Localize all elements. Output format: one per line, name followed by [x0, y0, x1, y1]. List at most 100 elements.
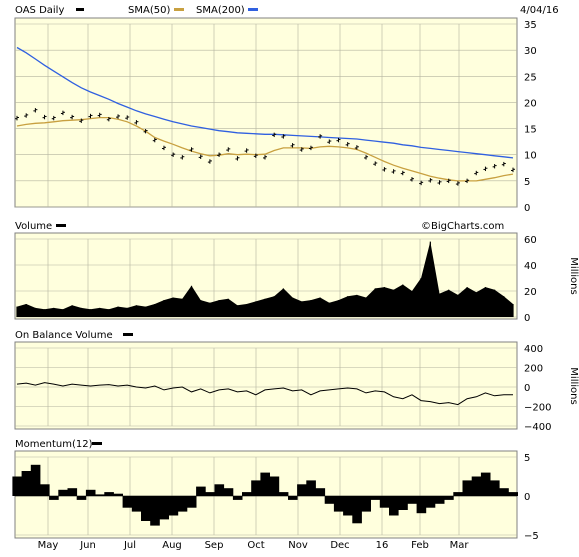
obv-grid [15, 347, 517, 427]
volume-bars [16, 241, 514, 317]
momentum-bar-13 [131, 496, 142, 512]
momentum-bar-12 [122, 496, 133, 508]
momentum-bar-52 [490, 480, 500, 496]
momentum-bar-21 [205, 492, 215, 496]
chart-date: 4/04/16 [520, 5, 559, 16]
momentum-bar-6 [67, 488, 78, 496]
momentum-bar-2 [30, 464, 41, 496]
momentum-bar-32 [306, 480, 316, 496]
obv-label-strip [0, 326, 579, 342]
x-axis-labels: May Jun Jul Aug Sep Oct Nov Dec 16 Feb Mar [38, 540, 470, 551]
momentum-bar-14 [141, 496, 151, 521]
volume-label-strip [0, 217, 579, 233]
momentum-bar-15 [150, 496, 160, 526]
momentum-bar-48 [453, 492, 463, 496]
sma50-line [16, 116, 514, 182]
momentum-bar-36 [343, 496, 353, 516]
y-tick-label-0: −400 [524, 422, 551, 433]
y-tick-label-1: −200 [524, 403, 551, 414]
y-tick-label-3: 60 [524, 235, 537, 246]
momentum-bar-40 [379, 496, 390, 508]
price-grid [15, 23, 517, 208]
obv-line [16, 382, 513, 406]
momentum-bar-42 [398, 496, 408, 510]
price-bars [15, 108, 515, 186]
momentum-bar-50 [471, 476, 482, 496]
momentum-bar-8 [85, 489, 96, 496]
momentum-bar-27 [260, 472, 270, 496]
momentum-bar-28 [269, 476, 280, 496]
x-tick-label-2: Jul [123, 540, 136, 551]
momentum-bar-38 [361, 496, 371, 512]
y-tick-label-5: 25 [524, 72, 537, 83]
momentum-bar-11 [113, 493, 123, 496]
x-tick-label-6: Nov [288, 540, 308, 551]
momentum-bar-30 [288, 496, 298, 500]
momentum-bar-17 [168, 496, 179, 516]
momentum-bar-29 [278, 492, 289, 496]
y-tick-label-2: 40 [524, 261, 537, 272]
momentum-panel: −5 0 5 [12, 450, 539, 542]
y-tick-label-0: −5 [524, 531, 539, 542]
momentum-bar-23 [223, 488, 234, 496]
y-tick-label-4: 20 [524, 98, 537, 109]
momentum-bar-22 [214, 484, 225, 496]
momentum-bar-41 [389, 496, 399, 516]
momentum-label-strip [0, 435, 579, 451]
volume-area [17, 241, 513, 317]
momentum-bar-33 [315, 488, 326, 496]
y-tick-label-0: 0 [524, 203, 530, 214]
volume-title: Volume [15, 221, 52, 232]
volume-y-axis: 0 20 40 60 [524, 235, 537, 324]
y-tick-label-2: 0 [524, 383, 530, 394]
y-tick-label-3: 15 [524, 125, 537, 136]
momentum-title: Momentum(12) [15, 439, 93, 450]
x-tick-label-5: Oct [247, 540, 264, 551]
y-tick-label-1: 0 [524, 492, 530, 503]
momentum-bar-53 [499, 488, 509, 496]
momentum-bar-39 [370, 496, 381, 500]
momentum-bar-10 [104, 492, 114, 496]
x-tick-label-3: Aug [162, 540, 182, 551]
x-tick-label-1: Jun [79, 540, 96, 551]
obv-y-axis: −400 −200 0 200 400 [524, 344, 551, 433]
momentum-bar-46 [434, 496, 445, 504]
y-tick-label-1: 20 [524, 287, 537, 298]
y-tick-label-0: 0 [524, 313, 530, 324]
momentum-bar-18 [177, 496, 188, 512]
momentum-bar-1 [21, 471, 32, 496]
momentum-bar-37 [352, 496, 362, 524]
x-tick-label-7: Dec [330, 540, 349, 551]
ticker-label: OAS Daily [15, 5, 64, 16]
momentum-bar-35 [333, 496, 344, 512]
y-tick-label-1: 5 [524, 177, 530, 188]
header-bar [0, 0, 579, 18]
momentum-bar-51 [480, 472, 491, 496]
momentum-bar-26 [251, 480, 261, 496]
momentum-bar-4 [49, 496, 59, 500]
momentum-y-axis: −5 0 5 [524, 453, 539, 542]
momentum-bar-19 [186, 496, 197, 508]
x-tick-label-9: Feb [411, 540, 429, 551]
y-tick-label-4: 400 [524, 344, 543, 355]
momentum-bar-3 [40, 484, 50, 496]
obv-unit: Millions [568, 367, 579, 404]
sma200-line [16, 46, 514, 159]
y-tick-label-2: 10 [524, 151, 537, 162]
sma50-label: SMA(50) [128, 5, 170, 16]
x-tick-label-4: Sep [205, 540, 224, 551]
x-tick-label-0: May [38, 540, 59, 551]
volume-panel: 0 20 40 60 Millions [14, 232, 579, 324]
y-tick-label-2: 5 [524, 453, 530, 464]
momentum-bar-45 [425, 496, 436, 508]
momentum-bar-16 [159, 496, 169, 520]
x-tick-label-8: 16 [376, 540, 389, 551]
momentum-bar-49 [462, 480, 473, 496]
momentum-bar-43 [407, 496, 417, 504]
price-y-axis: 0 5 10 15 20 25 30 35 [524, 20, 537, 214]
momentum-bar-7 [76, 496, 87, 500]
x-tick-label-10: Mar [450, 540, 470, 551]
momentum-bar-5 [58, 489, 68, 496]
